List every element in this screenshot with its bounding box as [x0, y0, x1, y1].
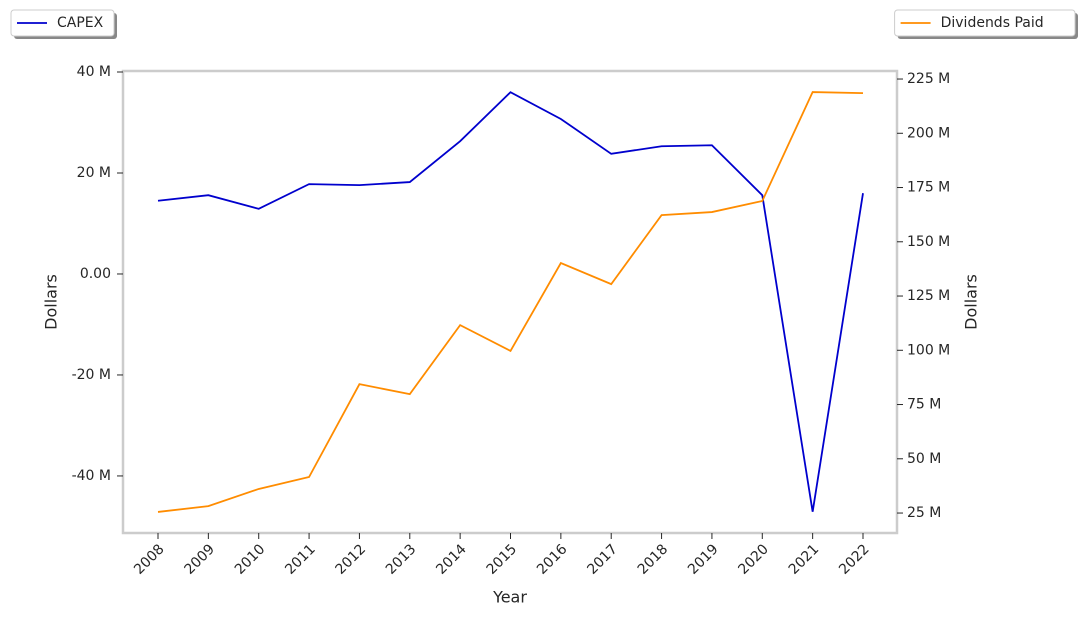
y-tick-label: 40 M — [77, 64, 111, 80]
y2-axis-label: Dollars — [962, 274, 981, 330]
y2-tick-label: 150 M — [907, 234, 950, 250]
x-tick-label: 2008 — [131, 541, 168, 578]
legend-label: Dividends Paid — [941, 15, 1044, 31]
x-tick-label: 2009 — [181, 541, 218, 578]
y-tick-label: 20 M — [77, 165, 111, 181]
x-tick-label: 2019 — [685, 541, 722, 578]
x-tick-label: 2013 — [383, 541, 420, 578]
x-tick-label: 2021 — [786, 541, 823, 578]
y-tick-label: 0.00 — [80, 266, 111, 282]
legend: CAPEX — [10, 9, 117, 39]
y2-tick-label: 200 M — [907, 125, 950, 141]
y2-tick-label: 125 M — [907, 288, 950, 304]
x-axis-label: Year — [492, 588, 527, 607]
x-tick-label: 2016 — [534, 541, 571, 578]
line-series — [157, 91, 864, 513]
x-tick-label: 2018 — [635, 541, 672, 578]
y2-tick-label: 50 M — [907, 451, 941, 467]
y-tick-label: -40 M — [72, 468, 111, 484]
y-tick-label: -20 M — [72, 367, 111, 383]
y2-tick-label: 225 M — [907, 71, 950, 87]
y2-tick-label: 25 M — [907, 505, 941, 521]
y-axis-label: Dollars — [42, 274, 61, 330]
legend: Dividends Paid — [894, 9, 1078, 39]
legend-box — [10, 9, 115, 37]
x-tick-label: 2011 — [282, 541, 319, 578]
plot-frame — [121, 69, 899, 535]
line-series — [157, 91, 864, 512]
legend-box — [894, 9, 1076, 37]
x-tick-label: 2020 — [735, 541, 772, 578]
x-tick-label: 2010 — [232, 541, 269, 578]
y2-tick-label: 100 M — [907, 342, 950, 358]
x-tick-label: 2022 — [836, 541, 873, 578]
x-tick-label: 2012 — [333, 541, 370, 578]
x-tick-label: 2015 — [484, 541, 521, 578]
x-tick-label: 2014 — [433, 541, 470, 578]
legend-label: CAPEX — [57, 15, 104, 31]
x-tick-label: 2017 — [584, 541, 621, 578]
y2-tick-label: 75 M — [907, 397, 941, 413]
y2-tick-label: 175 M — [907, 180, 950, 196]
